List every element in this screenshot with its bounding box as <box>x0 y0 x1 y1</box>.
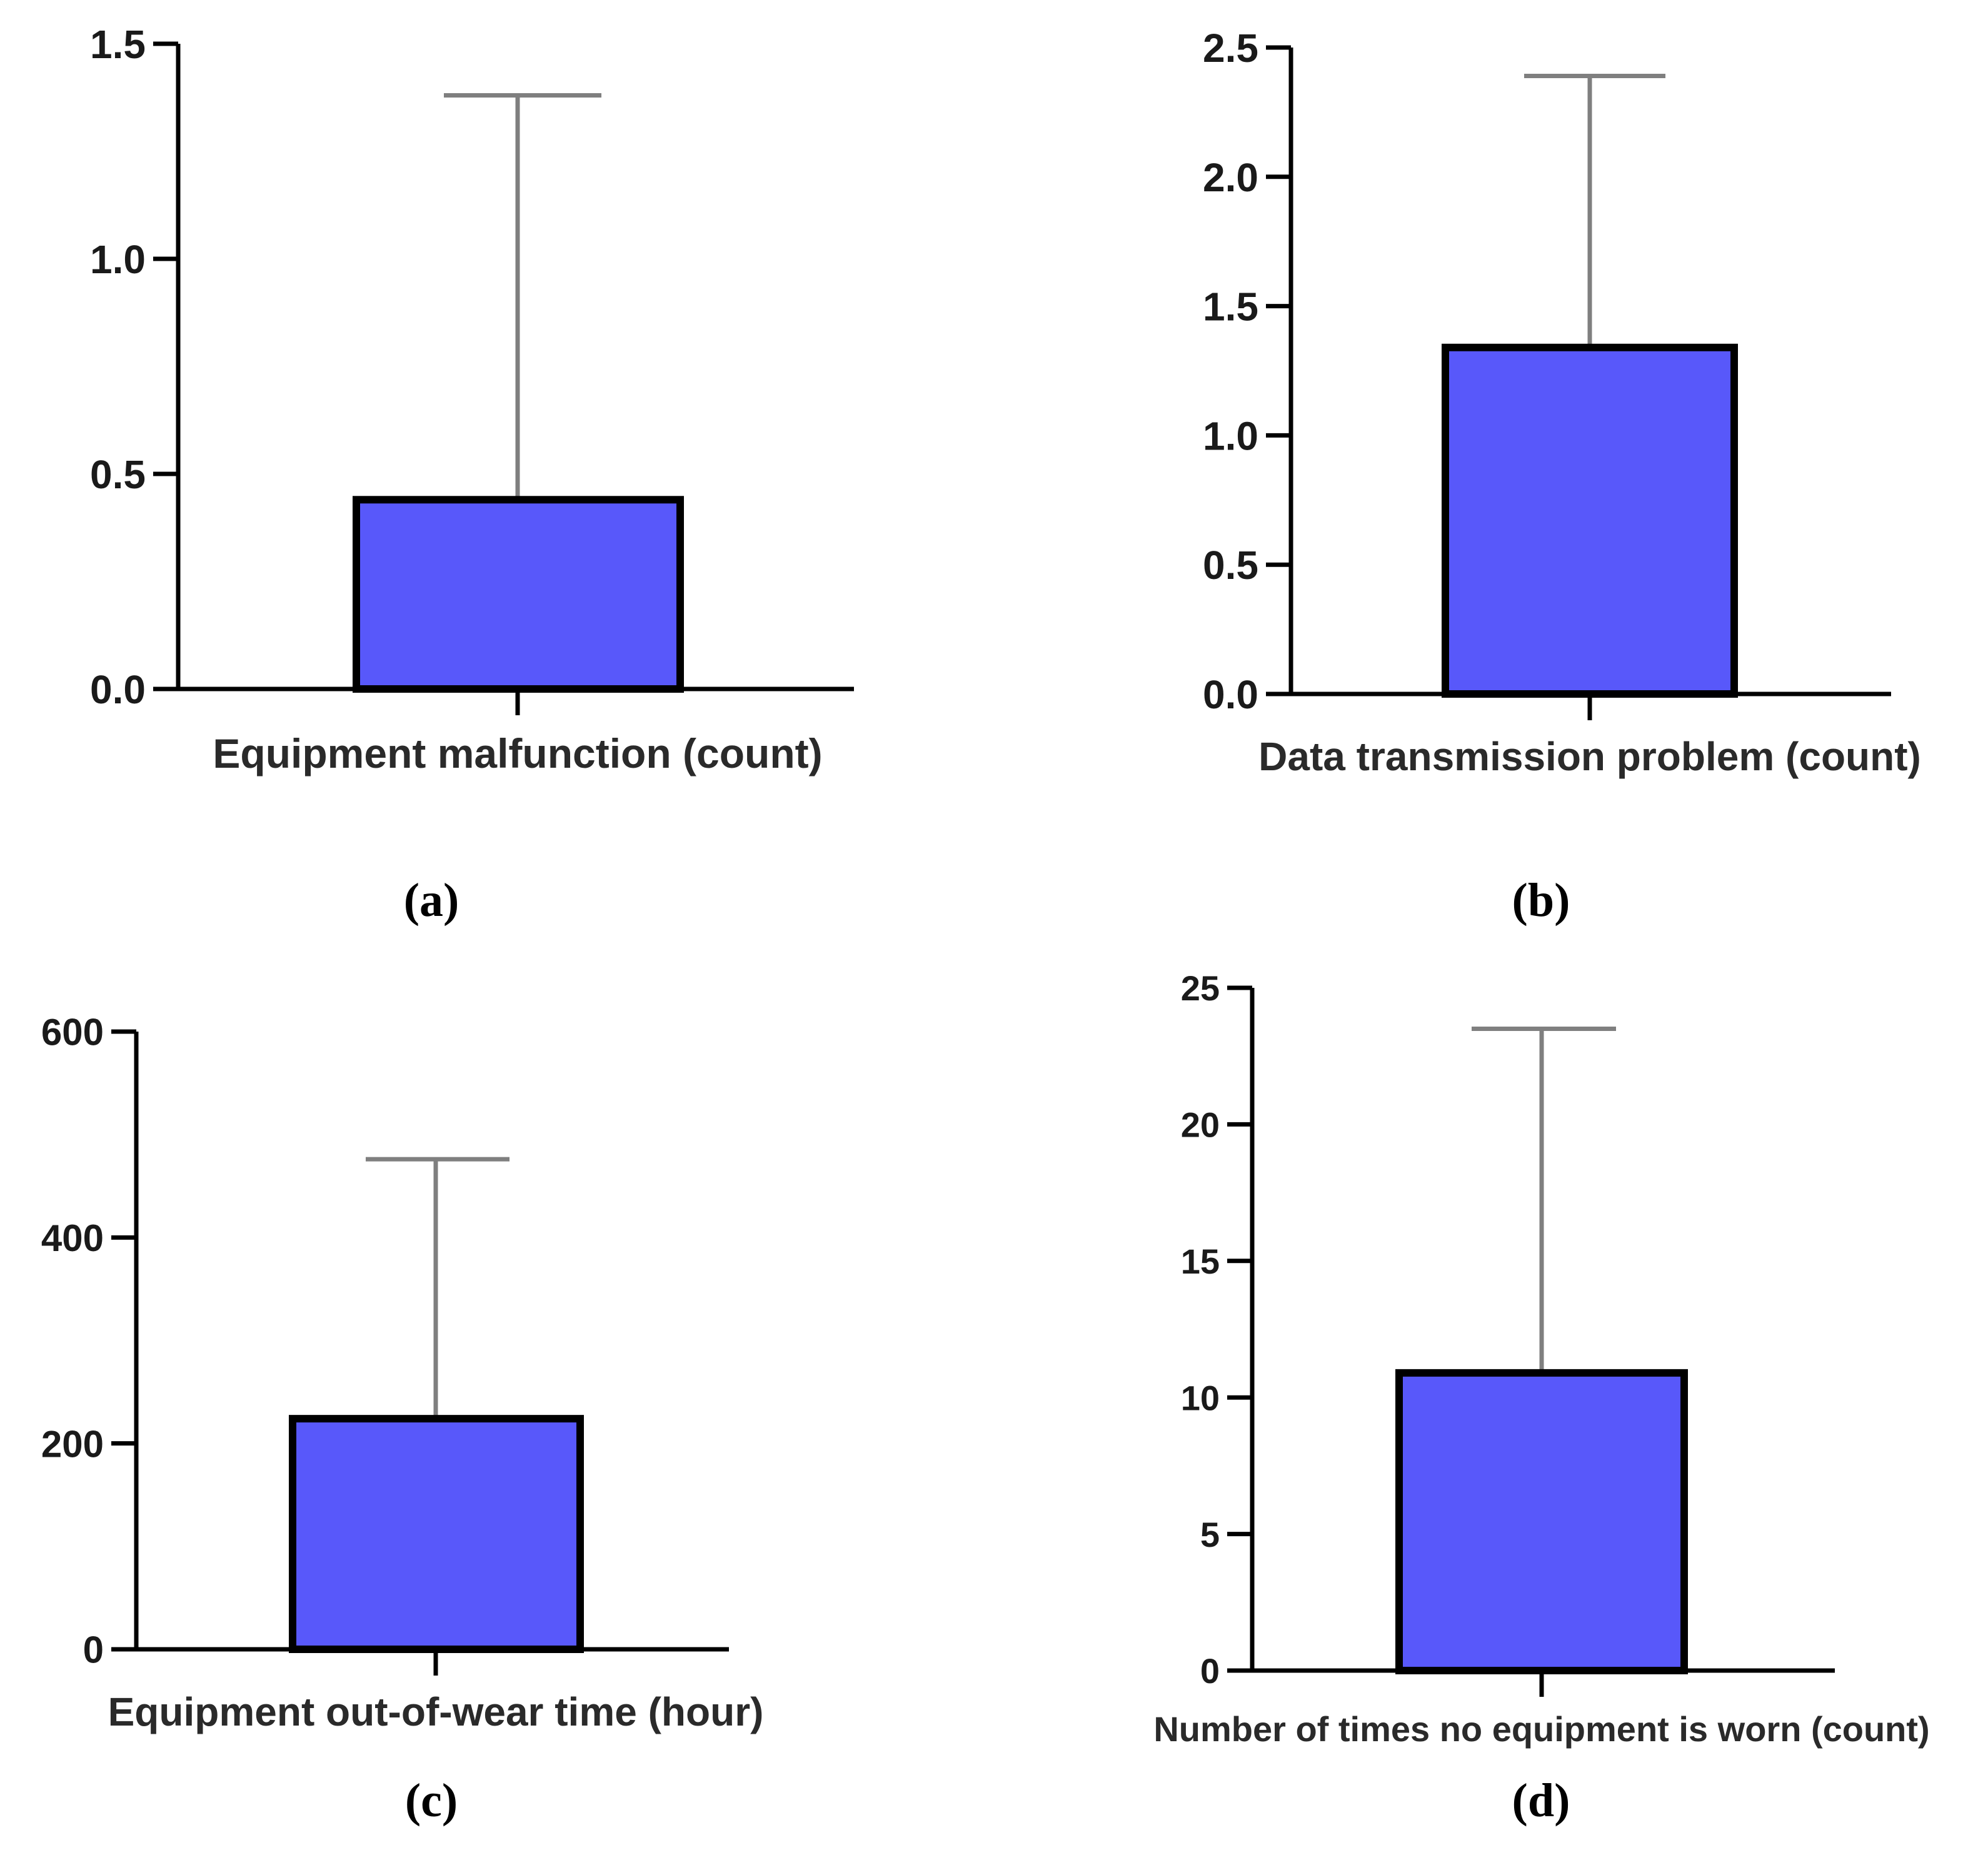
y-tick-label: 25 <box>1181 968 1220 1008</box>
y-tick-label: 0 <box>83 1629 104 1671</box>
bar <box>1395 1369 1688 1674</box>
panel-c: 0 200 400 600 Equipment out-of-wear time (ho… <box>41 1012 764 1827</box>
x-axis-label: Equipment malfunction (count) <box>213 730 822 777</box>
y-tick-label: 5 <box>1200 1515 1220 1554</box>
bar <box>289 1415 584 1654</box>
x-axis-label: Data transmission problem (count) <box>1258 734 1921 779</box>
y-tick-label: 600 <box>41 1012 104 1053</box>
y-tick-label: 1.0 <box>90 237 146 282</box>
bar <box>353 496 684 693</box>
y-tick-label: 0 <box>1200 1651 1220 1691</box>
y-tick-label: 2.5 <box>1203 26 1258 71</box>
y-tick-label: 0.5 <box>90 452 146 497</box>
y-tick-label: 0.0 <box>1203 672 1258 717</box>
y-tick-label: 1.5 <box>1203 284 1258 329</box>
y-tick-label: 0.0 <box>90 667 146 712</box>
y-tick-label: 1.0 <box>1203 413 1258 458</box>
panel-b: 0.0 0.5 1.0 1.5 2.0 2.5 Data transmission prob… <box>1203 26 1921 927</box>
y-tick-label: 20 <box>1181 1105 1220 1145</box>
panel-label: (a) <box>404 874 459 927</box>
panel-label: (c) <box>405 1774 458 1827</box>
y-tick-label: 400 <box>41 1217 104 1259</box>
panel-a: 0.0 0.5 1.0 1.5 Equipment malfunction (count… <box>90 22 854 927</box>
y-tick-label: 10 <box>1181 1378 1220 1417</box>
x-axis-label: Number of times no equipment is worn (co… <box>1153 1709 1929 1749</box>
panel-label: (d) <box>1512 1774 1570 1827</box>
panel-label: (b) <box>1512 874 1570 927</box>
y-tick-label: 1.5 <box>90 22 146 67</box>
y-tick-label: 0.5 <box>1203 543 1258 588</box>
y-tick-label: 200 <box>41 1423 104 1465</box>
y-tick-label: 2.0 <box>1203 155 1258 200</box>
x-axis-label: Equipment out-of-wear time (hour) <box>108 1689 764 1734</box>
panel-d: 0 5 10 15 20 25 Number of times no equipment i… <box>1153 968 1929 1827</box>
bar <box>1442 343 1738 698</box>
y-tick-label: 15 <box>1181 1242 1220 1281</box>
